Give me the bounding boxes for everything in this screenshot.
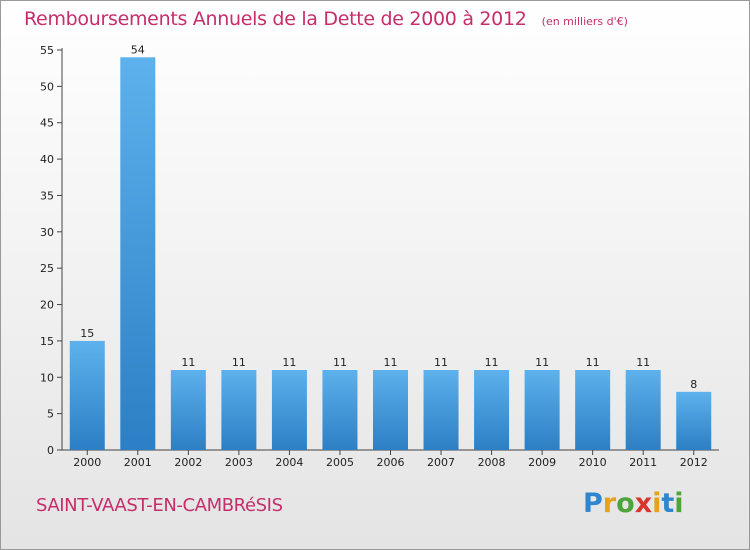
x-tick-label: 2006 [377,456,405,469]
bar-value-label: 11 [434,356,448,369]
y-tick-label: 0 [47,444,54,457]
logo-letter: x [634,488,653,519]
bar-value-label: 8 [690,378,697,391]
bar-value-label: 11 [333,356,347,369]
logo-letter: r [602,488,617,519]
chart-subtitle: (en milliers d'€) [541,15,628,28]
bar-value-label: 11 [181,356,195,369]
bar-value-label: 11 [586,356,600,369]
y-tick-label: 20 [40,299,54,312]
y-tick-label: 45 [40,117,54,130]
bar [271,370,307,450]
logo-letter: t [661,488,675,519]
bar-value-label: 54 [131,43,145,56]
bar [322,370,358,450]
x-tick-label: 2012 [680,456,708,469]
y-tick-label: 5 [47,408,54,421]
bar [221,370,257,450]
logo-letter: i [652,488,662,519]
bar-value-label: 11 [485,356,499,369]
bar [625,370,661,450]
bar [120,57,156,450]
bar-value-label: 11 [636,356,650,369]
chart-title-line: Remboursements Annuels de la Dette de 20… [24,8,628,30]
x-tick-label: 2004 [275,456,303,469]
x-tick-label: 2005 [326,456,354,469]
y-tick-label: 55 [40,44,54,57]
y-tick-label: 25 [40,262,54,275]
bar [474,370,510,450]
bar [575,370,611,450]
bar [423,370,459,450]
x-tick-label: 2007 [427,456,455,469]
x-tick-label: 2001 [124,456,152,469]
bar [69,340,105,450]
logo-letter: o [616,488,635,519]
commune-name: SAINT-VAAST-EN-CAMBRéSIS [36,495,283,516]
y-tick-label: 35 [40,189,54,202]
x-tick-label: 2008 [478,456,506,469]
y-tick-label: 10 [40,371,54,384]
y-tick-label: 50 [40,80,54,93]
y-tick-label: 40 [40,153,54,166]
logo-letter: i [674,488,684,519]
bar-value-label: 11 [282,356,296,369]
x-tick-label: 2002 [174,456,202,469]
bar-value-label: 11 [535,356,549,369]
x-tick-label: 2010 [579,456,607,469]
bar-value-label: 15 [80,327,94,340]
chart-title: Remboursements Annuels de la Dette de 20… [24,8,527,30]
proxiti-logo: Proxiti [583,488,684,519]
bar [676,391,712,450]
x-tick-label: 2009 [528,456,556,469]
bar [524,370,560,450]
bar-value-label: 11 [232,356,246,369]
x-tick-label: 2000 [73,456,101,469]
x-tick-label: 2011 [629,456,657,469]
logo-letter: P [583,488,603,519]
bar [170,370,206,450]
bar-value-label: 11 [384,356,398,369]
y-tick-label: 15 [40,335,54,348]
x-tick-label: 2003 [225,456,253,469]
bar [373,370,408,450]
y-tick-label: 30 [40,226,54,239]
